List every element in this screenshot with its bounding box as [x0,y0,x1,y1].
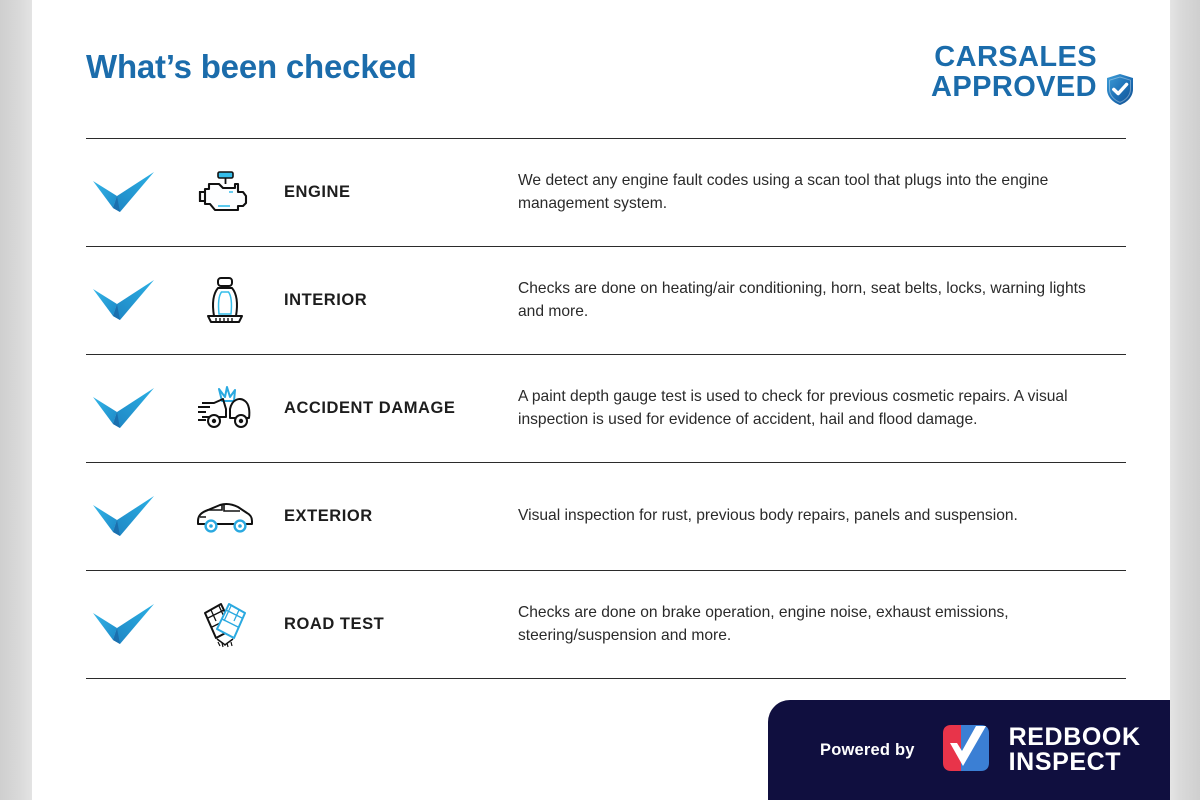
checklist-label: INTERIOR [284,291,368,309]
brand-line-carsales: CARSALES [934,41,1097,73]
checklist-row-interior: INTERIOR Checks are done on heating/air … [86,247,1126,354]
checkered-flags-icon [180,601,270,649]
engine-icon [180,170,270,216]
checklist-description: Checks are done on heating/air condition… [518,280,1086,320]
checklist-label: ENGINE [284,183,351,201]
checklist-label: EXTERIOR [284,507,373,525]
carsales-approved-badge: CARSALES APPROVED [931,42,1135,111]
checklist-label: ROAD TEST [284,615,385,633]
car-crash-icon [180,385,270,433]
checklist-row-accident-damage: ACCIDENT DAMAGE A paint depth gauge test… [86,355,1126,462]
document-card: What’s been checked CARSALES APPROVED [32,0,1170,800]
brand-line-approved: APPROVED [931,71,1097,104]
divider [86,354,1126,355]
divider [86,462,1126,463]
page-title: What’s been checked [86,48,417,85]
page-gutter-right [1170,0,1200,800]
redbook-check-logo-icon [937,719,995,782]
checklist: ENGINE We detect any engine fault codes … [86,138,1126,679]
checklist-row-engine: ENGINE We detect any engine fault codes … [86,139,1126,246]
divider [86,678,1126,679]
checklist-description: Checks are done on brake operation, engi… [518,604,1009,644]
shield-check-icon [1105,73,1135,111]
blue-checkmark-icon [88,492,180,542]
checklist-row-road-test: ROAD TEST Checks are done on brake opera… [86,571,1126,678]
page-gutter-left [0,0,32,800]
checklist-description: We detect any engine fault codes using a… [518,172,1049,212]
divider [86,246,1126,247]
blue-checkmark-icon [88,168,180,218]
powered-by-redbook-badge: Powered by REDBOOK INSPECT [768,700,1170,800]
blue-checkmark-icon [88,384,180,434]
car-seat-icon [180,276,270,326]
divider [86,570,1126,571]
checklist-description: A paint depth gauge test is used to chec… [518,388,1068,428]
inspect-word: INSPECT [1008,748,1122,776]
redbook-inspect-wordmark: REDBOOK INSPECT [1009,725,1141,775]
redbook-word: REDBOOK [1008,723,1141,751]
checklist-row-exterior: EXTERIOR Visual inspection for rust, pre… [86,463,1126,570]
car-side-icon [180,499,270,535]
blue-checkmark-icon [88,276,180,326]
checklist-label: ACCIDENT DAMAGE [284,399,456,417]
carsales-approved-wordmark: CARSALES APPROVED [931,42,1097,102]
checklist-description: Visual inspection for rust, previous bod… [518,507,1018,525]
page-header: What’s been checked CARSALES APPROVED [32,0,1170,138]
divider [86,138,1126,139]
blue-checkmark-icon [88,600,180,650]
powered-by-label: Powered by [820,740,915,759]
